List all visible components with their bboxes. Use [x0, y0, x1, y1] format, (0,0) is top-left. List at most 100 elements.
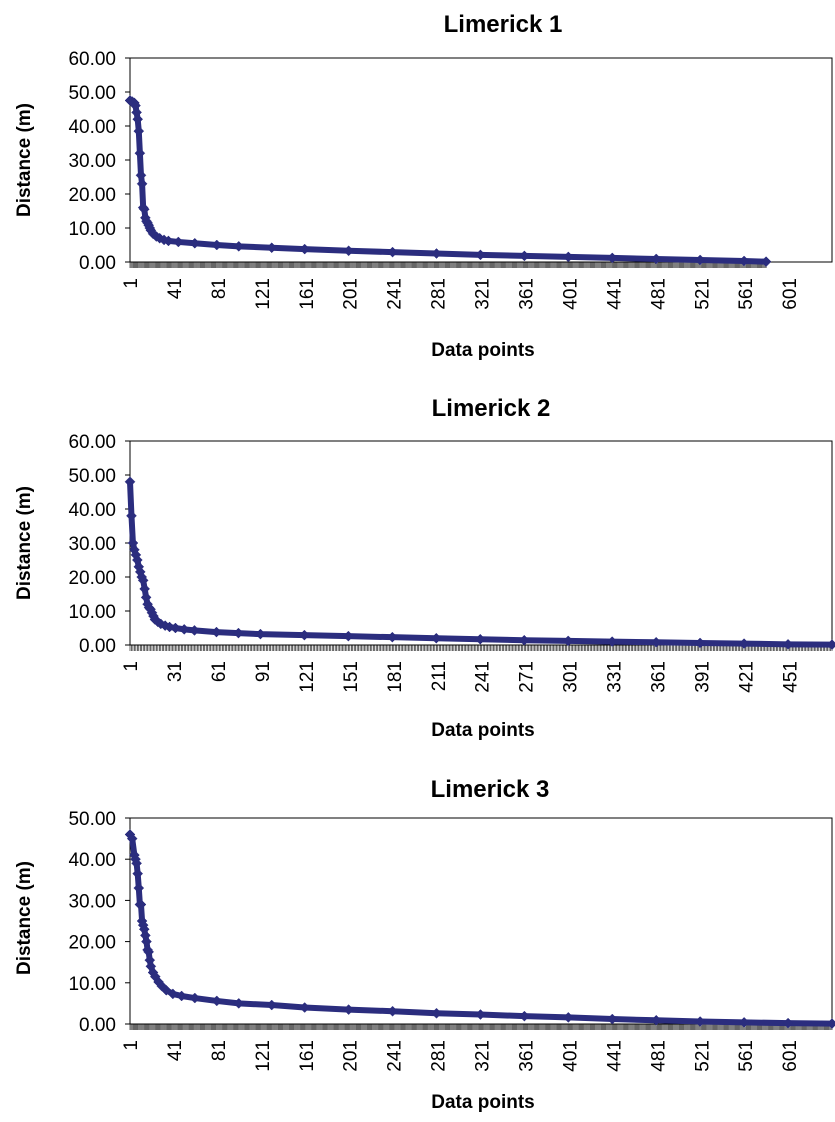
data-point — [189, 237, 201, 249]
data-point — [606, 636, 618, 647]
data-point — [518, 634, 530, 646]
y-tick-label: 50.00 — [68, 466, 116, 487]
y-axis-label: Distance (m) — [14, 103, 35, 217]
x-tick-label: 31 — [165, 661, 186, 682]
data-point — [475, 249, 486, 261]
data-point — [266, 242, 278, 254]
y-tick-label: 0.00 — [79, 636, 116, 657]
data-point — [170, 622, 181, 634]
plot-frame — [129, 817, 833, 1025]
x-tick-label: 361 — [649, 661, 670, 693]
x-minor-ticks — [129, 645, 833, 651]
x-tick-label: 201 — [341, 1040, 362, 1072]
x-tick-label: 361 — [517, 1040, 538, 1072]
data-point — [178, 624, 190, 635]
data-point — [826, 1018, 835, 1029]
y-tick-label: 10.00 — [68, 219, 116, 240]
x-axis-label: Data points — [431, 720, 534, 741]
data-point — [387, 246, 398, 258]
y-tick-label: 10.00 — [68, 974, 116, 995]
data-point — [211, 239, 223, 251]
data-point — [386, 631, 398, 643]
data-point — [133, 882, 145, 894]
x-tick-label: 161 — [297, 1040, 318, 1072]
x-tick-label: 161 — [297, 278, 318, 310]
data-point — [606, 1013, 618, 1025]
data-point — [562, 251, 574, 263]
data-point — [131, 857, 142, 869]
y-tick-label: 40.00 — [68, 117, 116, 138]
data-point — [135, 899, 147, 910]
x-tick-label: 331 — [605, 661, 626, 693]
x-tick-label: 601 — [780, 278, 801, 310]
plot-area: 0.00 10.00 20.00 30.00 40.00 50.00 1 41 81 121 161… — [68, 809, 835, 1072]
plot-frame — [129, 57, 833, 263]
x-tick-label: 441 — [604, 1040, 625, 1072]
chart-title: Limerick 1 — [444, 11, 563, 38]
data-point — [738, 638, 750, 649]
chart-limerick-3: Limerick 3 Distance (m) Data points 0.00… — [14, 776, 835, 1113]
data-point — [255, 628, 266, 640]
series-line — [127, 831, 835, 1027]
x-tick-label: 41 — [165, 278, 186, 299]
data-point — [163, 235, 174, 247]
y-tick-label: 40.00 — [68, 500, 116, 521]
y-tick-label: 60.00 — [68, 432, 116, 453]
x-tick-label: 1 — [121, 1040, 142, 1051]
x-tick-label: 601 — [780, 1040, 801, 1072]
y-tick-label: 0.00 — [79, 253, 116, 274]
x-axis-label: Data points — [431, 340, 534, 361]
x-minor-ticks — [129, 1024, 833, 1030]
x-tick-label: 321 — [473, 278, 494, 310]
chart-title: Limerick 2 — [432, 395, 551, 422]
x-tick-label: 281 — [429, 1040, 450, 1072]
plot-area: 0.00 10.00 20.00 30.00 40.00 50.00 60.00 1 41 81 1… — [68, 49, 833, 310]
y-tick-label: 20.00 — [68, 933, 116, 954]
x-tick-label: 151 — [341, 661, 362, 693]
data-point — [650, 253, 662, 265]
data-point — [299, 243, 311, 255]
data-point — [387, 1005, 398, 1017]
data-point — [650, 636, 662, 648]
y-axis-label: Distance (m) — [14, 486, 35, 600]
data-point — [782, 638, 794, 650]
data-point — [211, 626, 222, 638]
data-point — [343, 630, 354, 642]
data-point — [519, 250, 530, 262]
data-point — [211, 995, 223, 1007]
data-point — [343, 1004, 354, 1015]
chart-limerick-2: Limerick 2 Distance (m) Data points 0.00… — [14, 395, 835, 741]
data-point — [562, 1012, 574, 1023]
x-tick-label: 41 — [165, 1040, 186, 1061]
x-tick-label: 81 — [209, 1040, 230, 1061]
data-point — [606, 252, 618, 264]
data-point — [760, 256, 772, 268]
data-point — [160, 984, 172, 996]
chart-limerick-1: Limerick 1 Distance (m) Data points 0.00… — [14, 11, 833, 361]
x-tick-label: 121 — [297, 661, 318, 693]
data-point — [233, 241, 245, 252]
x-tick-label: 481 — [648, 1040, 669, 1072]
x-tick-label: 441 — [604, 278, 625, 310]
y-tick-label: 30.00 — [68, 534, 116, 555]
data-point — [134, 147, 146, 159]
data-point — [430, 632, 442, 644]
y-tick-label: 50.00 — [68, 83, 116, 104]
x-tick-label: 521 — [692, 278, 713, 310]
data-point — [694, 254, 706, 266]
y-tick-label: 0.00 — [79, 1015, 116, 1036]
data-point — [233, 627, 244, 639]
data-point — [176, 990, 187, 1002]
data-point — [299, 1002, 311, 1013]
data-point — [782, 1017, 794, 1029]
x-tick-label: 181 — [385, 661, 406, 693]
x-tick-label: 121 — [253, 278, 274, 310]
x-tick-label: 451 — [781, 661, 802, 693]
x-tick-label: 301 — [561, 661, 582, 693]
data-point — [124, 476, 136, 488]
y-tick-label: 60.00 — [68, 49, 116, 70]
data-point — [266, 999, 278, 1011]
data-point — [136, 178, 148, 190]
data-point — [126, 510, 137, 522]
x-tick-label: 281 — [429, 278, 450, 310]
